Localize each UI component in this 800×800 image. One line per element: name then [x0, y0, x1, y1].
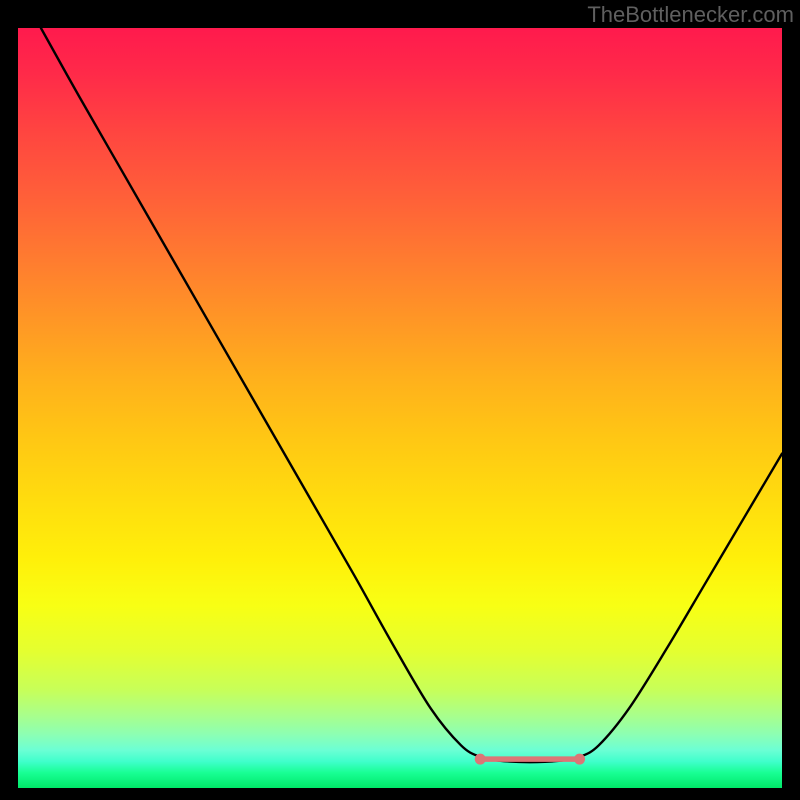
- gradient-background: [18, 28, 782, 788]
- chart-svg: [18, 28, 782, 788]
- optimal-range-end-dot: [574, 754, 585, 765]
- optimal-range-start-dot: [475, 754, 486, 765]
- watermark-text: TheBottlenecker.com: [587, 2, 794, 28]
- chart-frame: TheBottlenecker.com: [0, 0, 800, 800]
